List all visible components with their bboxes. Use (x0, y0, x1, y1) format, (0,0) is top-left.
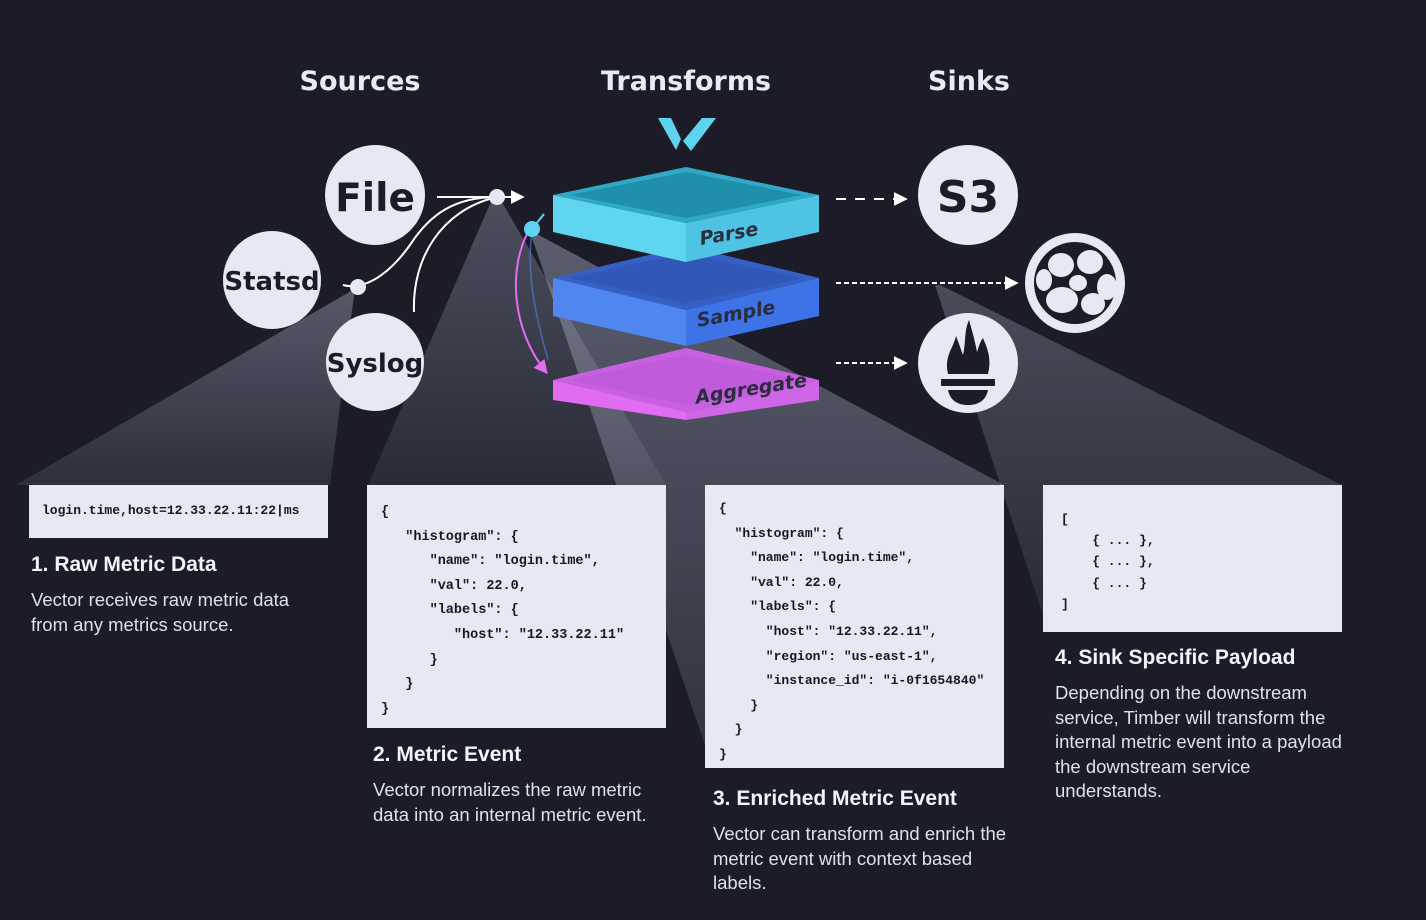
file-source-label: File (335, 176, 415, 221)
step-title: 3. Enriched Metric Event (713, 787, 957, 810)
step-title: 2. Metric Event (373, 743, 522, 766)
syslog-source-label: Syslog (327, 349, 424, 379)
parse-layer (553, 167, 819, 262)
step-enriched-metric-event: 3. Enriched Metric Event Vector can tran… (713, 787, 1013, 896)
syslog-source-node (326, 313, 424, 411)
beam-raw-data (16, 287, 358, 485)
transforms-header: Transforms (601, 66, 771, 97)
step-description: Vector can transform and enrich the metr… (713, 823, 1007, 893)
cluster-logo-icon (1025, 233, 1125, 333)
step-sink-specific-payload: 4. Sink Specific Payload Depending on th… (1055, 646, 1355, 804)
beam-metric-event (368, 197, 666, 485)
metric-event-code: { "histogram": { "name": "login.time", "… (367, 485, 666, 728)
sink-payload-code: [ { ... }, { ... }, { ... } ] (1043, 485, 1342, 632)
sinks-header: Sinks (928, 66, 1010, 97)
transform-flow-arrow (514, 231, 548, 375)
sources-header: Sources (300, 66, 421, 97)
beam-sink-payload (935, 285, 1342, 615)
statsd-source-label: Statsd (224, 267, 319, 297)
s3-sink-node (918, 145, 1018, 245)
step-title: 1. Raw Metric Data (31, 553, 217, 576)
step-description: Vector receives raw metric data from any… (31, 589, 290, 635)
step-description: Depending on the downstream service, Tim… (1055, 682, 1342, 801)
sample-layer (553, 246, 819, 346)
enriched-event-code: { "histogram": { "name": "login.time", "… (705, 485, 1004, 768)
transform-entry-dot (524, 221, 540, 237)
step-title: 4. Sink Specific Payload (1055, 646, 1296, 669)
step-metric-event: 2. Metric Event Vector normalizes the ra… (373, 743, 673, 827)
vector-logo-icon (658, 118, 716, 151)
source-junction-dot (489, 189, 505, 205)
sink-arrows (836, 192, 1019, 370)
file-source-node (325, 145, 425, 245)
statsd-source-node (223, 231, 321, 329)
aggregate-layer (553, 348, 819, 420)
transform-flow-arrow-inner (529, 231, 549, 361)
step-raw-metric-data: 1. Raw Metric Data Vector receives raw m… (31, 553, 331, 637)
prometheus-torch-icon (918, 313, 1018, 413)
s3-sink-label: S3 (937, 172, 999, 223)
statsd-junction-dot (350, 279, 366, 295)
raw-metric-code: login.time,host=12.33.22.11:22|ms (29, 485, 328, 538)
step-description: Vector normalizes the raw metric data in… (373, 779, 647, 825)
